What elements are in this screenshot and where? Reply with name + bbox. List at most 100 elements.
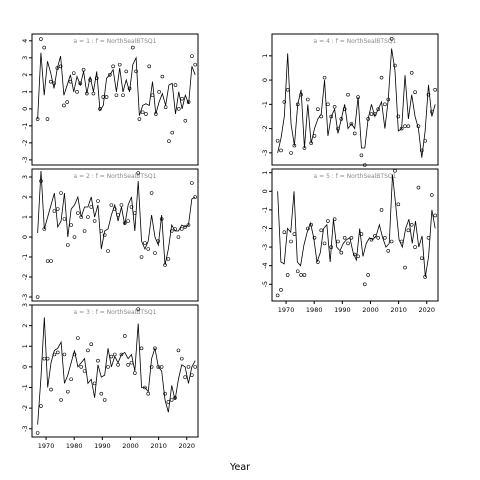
observed-point [383,235,387,240]
observed-point [106,249,110,253]
observed-point [133,211,137,215]
observed-point [393,169,397,173]
x-tick-label: 1970 [38,442,55,450]
observed-point [176,107,181,111]
panel-1: a = 1 : f = NorthSealBTSQ1 -3 -2 -1 0 1 2 3 4 [21,33,199,166]
observed-point [133,371,137,375]
observed-point [129,360,134,365]
observed-point [292,232,297,236]
observed-point [140,110,145,115]
y-tick-label: 1 [21,90,29,94]
observed-point [399,126,404,131]
x-tick-label: 2010 [150,442,167,450]
observed-point [91,91,96,96]
observed-point [183,375,187,379]
observed-point [55,66,60,70]
observed-point [169,398,174,402]
observed-point [149,365,154,369]
observed-point [285,273,290,277]
y-tick-label: -2 [261,225,269,231]
observed-point [82,229,87,233]
observed-point [176,348,181,353]
observed-point [326,219,330,223]
observed-point [81,67,86,72]
observed-point [109,203,114,207]
observed-point [143,241,147,245]
observed-point [309,141,313,145]
panel-frame [31,168,199,302]
observed-point [96,199,100,203]
fitted-series-line [277,174,436,277]
observed-point [86,215,90,219]
observed-point [104,95,109,99]
observed-point [173,83,178,87]
y-tick-label: -3 [21,294,29,300]
x-tick-label: 1970 [278,306,295,314]
observed-point [430,193,434,197]
y-tick-label: -5 [261,281,269,287]
observed-point [305,97,310,102]
observed-point [389,239,394,244]
observed-point [416,185,421,190]
observed-point [49,387,53,392]
observed-point [129,205,134,209]
observed-point [186,365,191,369]
observed-point [42,227,47,231]
observed-point [416,124,421,128]
observed-point [339,117,344,121]
observed-point [98,107,102,111]
observed-point [193,62,197,67]
panel-3: a = 3 : f = NorthSealBTSQ1 -3 -2 -1 0 1 2 3 1970… [21,303,199,450]
y-tick-label: -1 [21,254,29,260]
observed-point [190,181,194,185]
y-tick-label: -2 [21,140,29,146]
observed-point [396,202,401,207]
observed-point [433,88,437,92]
observed-point [88,78,92,82]
observed-point [183,118,188,123]
y-tick-label: 1 [21,344,29,348]
observed-point [78,81,83,86]
observed-point [282,100,287,104]
observed-point [279,148,283,153]
observed-point [166,257,171,261]
observed-point [112,207,117,211]
y-tick-label: 3 [21,303,29,307]
observed-point [86,348,90,353]
observed-point [275,138,280,143]
observed-point [150,93,155,98]
x-axis-label: Year [229,462,250,473]
observed-point [79,215,84,219]
observed-point [76,211,80,215]
observed-point [326,102,330,107]
y-tick-label: 0 [21,235,29,239]
observed-point [157,90,161,94]
observed-point [393,63,397,68]
observed-point [423,275,427,279]
y-tick-label: -2 [21,274,29,280]
x-tick-label: 1980 [306,306,323,314]
observed-point [153,251,157,255]
panel-frame [31,33,199,166]
observed-point [409,222,414,227]
observed-point [312,134,317,138]
y-tick-label: 4 [21,39,29,43]
observed-point [190,54,194,58]
observed-point [35,295,40,299]
observed-point [112,352,117,357]
observed-point [49,259,53,263]
observed-point [275,293,280,298]
observed-point [106,365,110,369]
observed-point [59,191,63,195]
observed-point [146,391,151,396]
observed-point [45,117,50,121]
observed-point [137,117,142,121]
observed-point [147,64,152,69]
observed-point [362,282,367,287]
y-tick-label: -2 [261,125,269,131]
y-tick-label: 2 [21,73,29,77]
observed-point [52,81,56,86]
observed-point [352,252,357,257]
panel-frame [271,33,439,166]
panel-4: a = 4 : f = NorthSealBTSQ1 -3 -2 -1 0 1 [261,33,439,167]
